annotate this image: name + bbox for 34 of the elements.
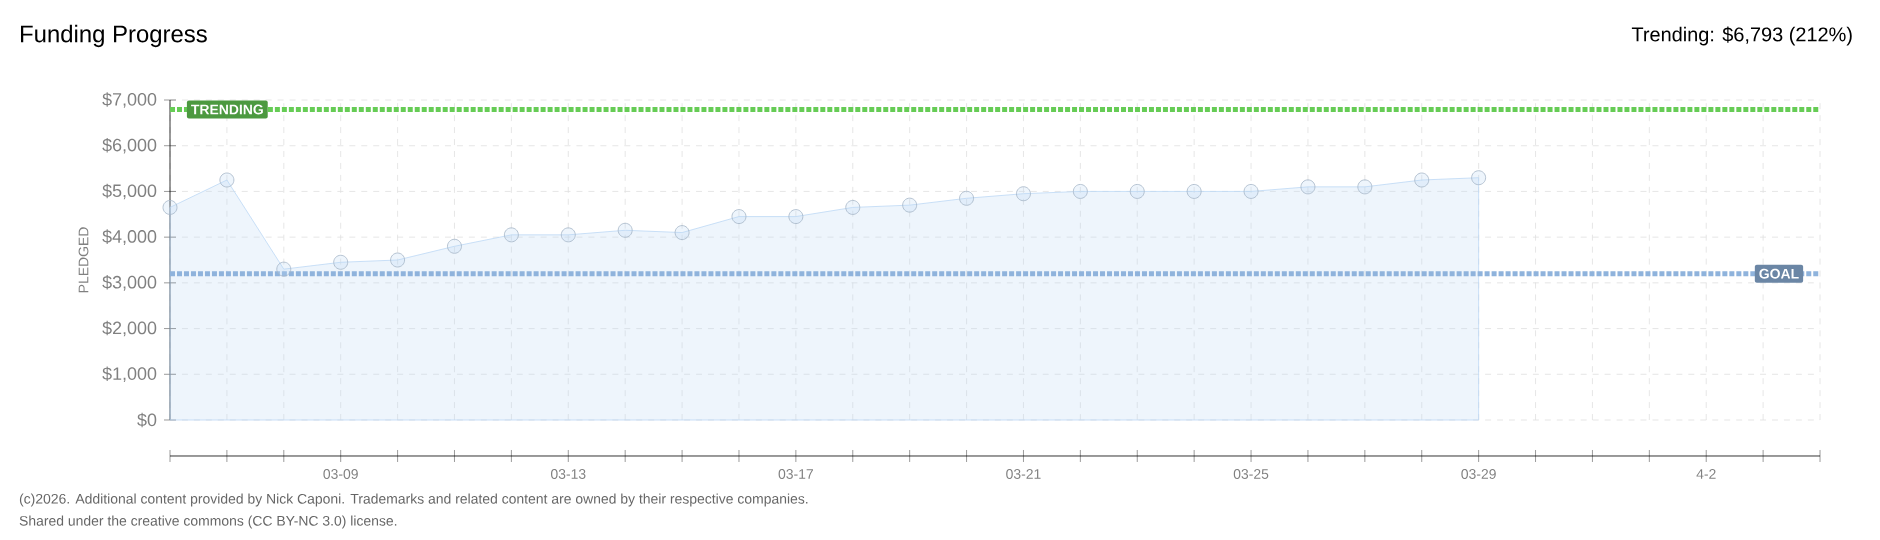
point (788, 209, 804, 224)
point (1414, 172, 1430, 188)
point (959, 190, 974, 206)
point (902, 197, 918, 213)
point (390, 252, 405, 268)
point (1243, 184, 1259, 199)
y-tick-label: $6,000 (102, 137, 157, 154)
point (845, 200, 861, 215)
y-tick-label: $2,000 (102, 320, 157, 337)
y-tick-label: $5,000 (102, 183, 157, 200)
point (1471, 170, 1487, 186)
text: Trending: $6,793 (212%) (1631, 26, 1852, 46)
point (276, 261, 292, 277)
y-tick-label: $3,000 (102, 275, 157, 291)
y-tick-label: $0 (137, 412, 157, 428)
point (162, 200, 178, 215)
point (503, 227, 519, 243)
point (219, 172, 235, 188)
point (731, 209, 747, 224)
point (674, 225, 690, 240)
point (617, 222, 633, 238)
y-tick-label: $1,000 (102, 366, 157, 383)
point (560, 227, 576, 243)
point (333, 254, 349, 270)
y-tick-label: $4,000 (102, 229, 157, 245)
point (1072, 184, 1088, 199)
point (1186, 184, 1202, 199)
point (1016, 186, 1031, 202)
y-tick-label: $7,000 (102, 92, 157, 108)
point (1129, 184, 1145, 199)
point (447, 238, 462, 254)
point (1357, 179, 1373, 195)
chart-title: Funding Progress (21, 24, 207, 48)
point (1300, 179, 1316, 195)
